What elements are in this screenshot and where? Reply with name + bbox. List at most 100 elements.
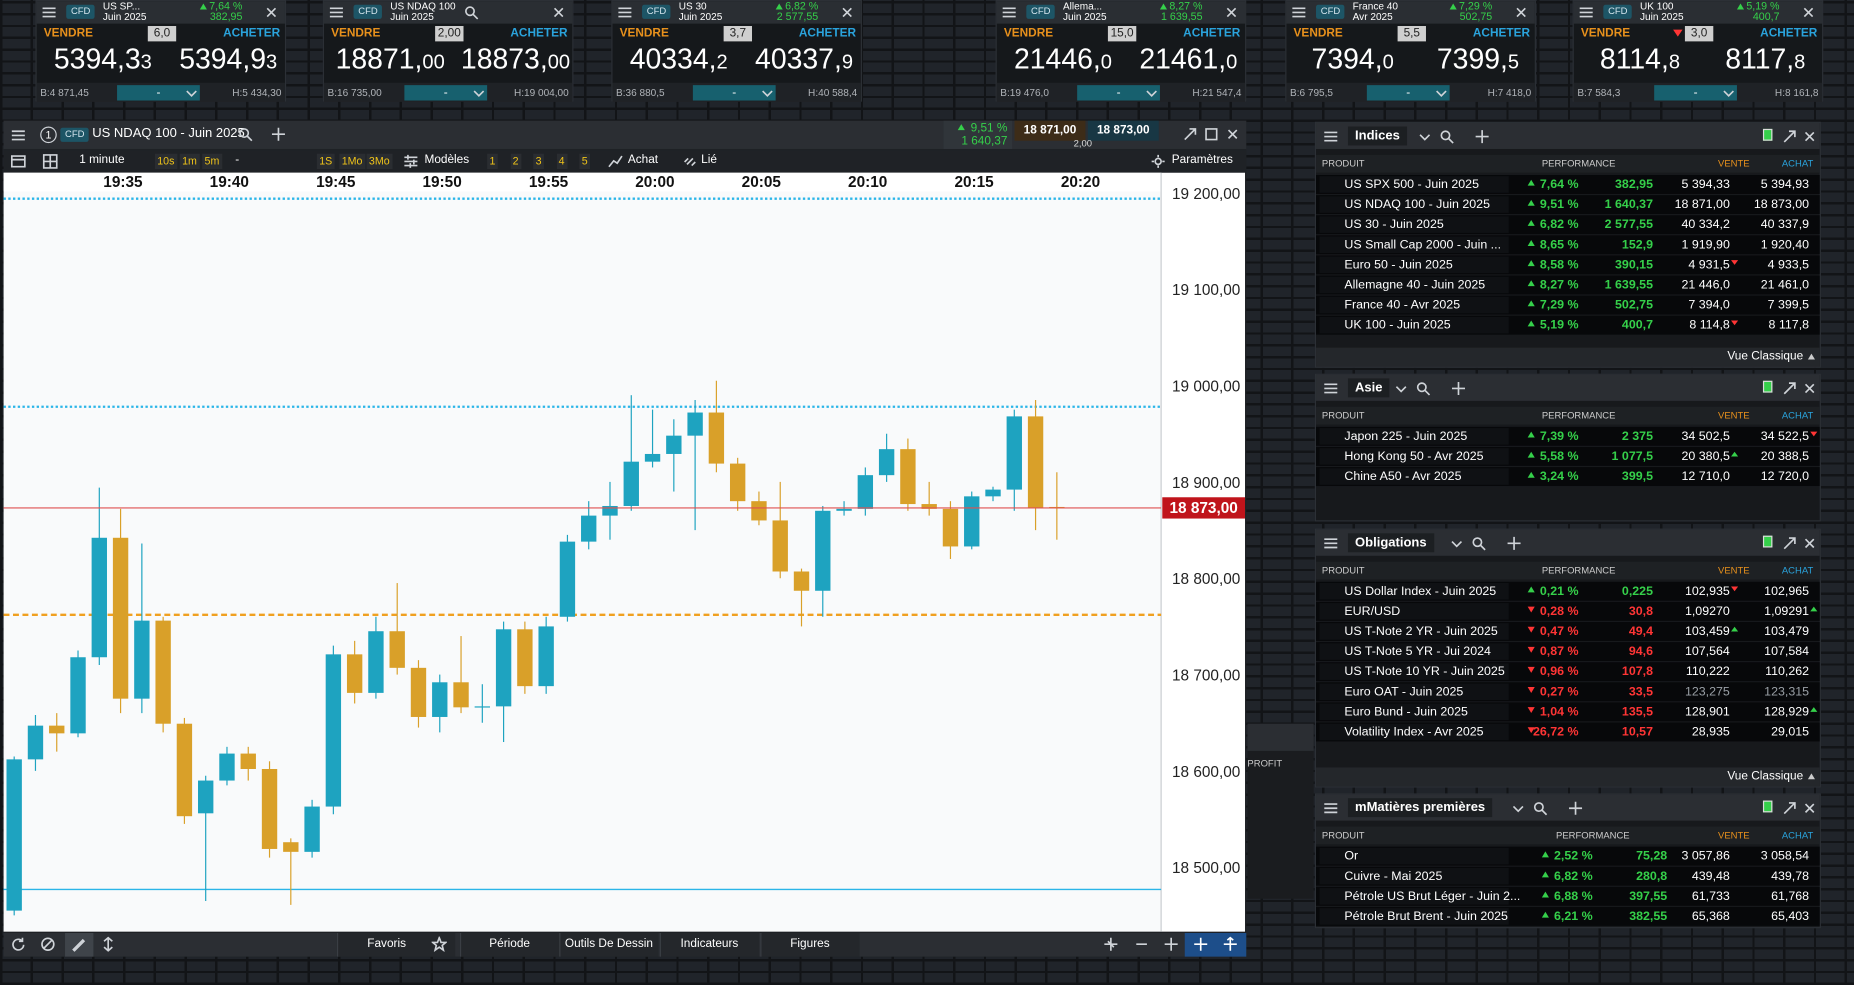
sell-price[interactable]: 1 919,90: [1681, 237, 1730, 252]
close-icon[interactable]: [551, 5, 566, 20]
trade[interactable]: Achat: [627, 153, 659, 167]
dropdown-icon[interactable]: [1512, 801, 1527, 816]
buy-price[interactable]: 65,403: [1771, 909, 1810, 924]
menu-icon[interactable]: [1001, 5, 1016, 20]
sell-price[interactable]: 34 502,5: [1681, 429, 1730, 444]
close-icon[interactable]: [1802, 801, 1817, 816]
bottom-tab[interactable]: Favoris: [367, 937, 407, 951]
popout-icon[interactable]: [1782, 801, 1797, 816]
search-icon[interactable]: [1439, 129, 1454, 144]
interval-button[interactable]: 10s: [154, 153, 177, 170]
view-switch[interactable]: Vue Classique: [1727, 769, 1804, 783]
settings-icon[interactable]: [1150, 154, 1165, 169]
cursor-icon[interactable]: [1193, 937, 1208, 952]
sell-price[interactable]: 18 871,00: [1674, 197, 1730, 212]
close-icon[interactable]: [1224, 5, 1239, 20]
interval-button[interactable]: 1m: [179, 153, 200, 170]
market-row[interactable]: US NDAQ 100 - Juin 2025 9,51 % 1 640,37 18 …: [1316, 195, 1820, 215]
sort-icon[interactable]: [101, 936, 116, 952]
menu-icon[interactable]: [1323, 801, 1338, 816]
buy-price[interactable]: 107,584: [1764, 644, 1810, 659]
panel-title[interactable]: Indices: [1347, 126, 1407, 146]
quantity[interactable]: -: [117, 85, 200, 101]
sell-price[interactable]: 110,222: [1685, 664, 1730, 679]
sell-price[interactable]: 28,935: [1691, 724, 1730, 740]
buy-price[interactable]: 439,78: [1771, 869, 1810, 884]
dropdown-icon[interactable]: [472, 85, 487, 100]
templates[interactable]: Modèles: [424, 153, 470, 167]
sell-price[interactable]: 18 871,00: [1014, 120, 1086, 141]
sell-price[interactable]: 439,48: [1691, 869, 1730, 884]
market-row[interactable]: Chine A50 - Avr 2025 3,24 % 399,5 12 710,0 1…: [1316, 467, 1820, 487]
link-icon[interactable]: [682, 154, 697, 169]
sell-price[interactable]: 4 931,5: [1688, 257, 1730, 272]
buy-price[interactable]: 1 920,40: [1760, 237, 1810, 252]
menu-icon[interactable]: [1323, 536, 1338, 551]
market-row[interactable]: Japon 225 - Juin 2025 7,39 % 2 375 34 502,5…: [1316, 426, 1820, 446]
market-row[interactable]: Euro Bund - Juin 2025 1,04 % 135,5 128,901 1…: [1316, 702, 1820, 722]
buy-price[interactable]: 8 117,8: [1768, 318, 1810, 333]
search-icon[interactable]: [238, 127, 253, 142]
buy-price[interactable]: 123,315: [1764, 684, 1810, 699]
slot-button[interactable]: 2: [510, 153, 521, 170]
close-icon[interactable]: [1802, 381, 1817, 396]
slot-button[interactable]: 1: [487, 153, 498, 170]
quantity[interactable]: -: [1654, 85, 1737, 101]
sell-price[interactable]: 40 334,2: [1681, 217, 1730, 232]
interval-button[interactable]: 5m: [202, 153, 222, 170]
sell-price[interactable]: 102,935: [1684, 584, 1730, 599]
bottom-tab[interactable]: Figures: [790, 937, 830, 951]
close-icon[interactable]: [1802, 129, 1817, 144]
buy-price[interactable]: 34 522,5: [1760, 429, 1810, 444]
menu-icon[interactable]: [1291, 5, 1306, 20]
buy-price[interactable]: 1,09291: [1764, 604, 1810, 619]
sell-price[interactable]: 21 446,0: [1681, 277, 1730, 293]
sell-price[interactable]: 20 380,5: [1681, 449, 1730, 464]
period-button[interactable]: 1S: [316, 153, 335, 170]
close-icon[interactable]: [840, 5, 855, 20]
panel-title[interactable]: mMatières premières: [1347, 798, 1493, 818]
menu-icon[interactable]: [617, 5, 632, 20]
dropdown-icon[interactable]: [1395, 381, 1410, 396]
hide-icon[interactable]: [40, 937, 55, 952]
close-icon[interactable]: [1225, 127, 1240, 142]
popout-icon[interactable]: [1782, 381, 1797, 396]
dropdown-icon[interactable]: [1145, 85, 1160, 100]
trade-icon[interactable]: [608, 154, 623, 169]
buy-price[interactable]: 3 058,54: [1760, 849, 1810, 864]
sell-price[interactable]: 65,368: [1691, 909, 1730, 924]
dropdown-icon[interactable]: [1434, 85, 1449, 100]
quantity[interactable]: -: [692, 85, 776, 101]
buy-price[interactable]: 4 933,5: [1767, 257, 1810, 272]
close-icon[interactable]: [1802, 536, 1817, 551]
sell-price[interactable]: 8 114,8: [1689, 318, 1730, 333]
sell-price[interactable]: 103,459: [1684, 624, 1730, 639]
view-switch[interactable]: Vue Classique: [1727, 350, 1804, 364]
search-icon[interactable]: [1416, 381, 1431, 396]
slot-button[interactable]: 3: [533, 153, 544, 170]
grid-icon[interactable]: [42, 154, 58, 169]
menu-icon[interactable]: [11, 128, 26, 143]
add-icon[interactable]: [1451, 381, 1466, 396]
market-row[interactable]: Pétrole US Brut Léger - Juin 2... 6,88 % 3…: [1316, 886, 1820, 906]
menu-icon[interactable]: [1579, 5, 1594, 20]
quantity[interactable]: -: [1077, 85, 1160, 101]
sell-price[interactable]: 61,733: [1691, 889, 1730, 904]
buy-price[interactable]: 103,479: [1764, 624, 1810, 639]
sell-price[interactable]: 123,275: [1684, 684, 1730, 699]
zoom-in-icon[interactable]: [1163, 937, 1178, 952]
buy-price[interactable]: 7 399,5: [1767, 297, 1810, 313]
market-row[interactable]: US T-Note 10 YR - Juin 2025 0,96 % 107,8 11…: [1316, 662, 1820, 682]
search-icon[interactable]: [464, 5, 479, 20]
buy-price[interactable]: 5 394,93: [1760, 177, 1810, 192]
popout-icon[interactable]: [1782, 129, 1797, 144]
menu-icon[interactable]: [1323, 381, 1338, 396]
buy-price[interactable]: 128,929: [1764, 704, 1810, 719]
market-row[interactable]: US T-Note 2 YR - Juin 2025 0,47 % 49,4 103,…: [1316, 621, 1820, 641]
search-icon[interactable]: [1470, 536, 1486, 551]
buy-price[interactable]: 29,015: [1771, 724, 1810, 740]
bottom-tab[interactable]: Indicateurs: [680, 937, 739, 951]
sell-price[interactable]: 3 057,86: [1681, 849, 1730, 864]
buy-price[interactable]: 12 720,0: [1760, 469, 1810, 484]
buy-price[interactable]: 18 873,00: [1753, 197, 1810, 212]
